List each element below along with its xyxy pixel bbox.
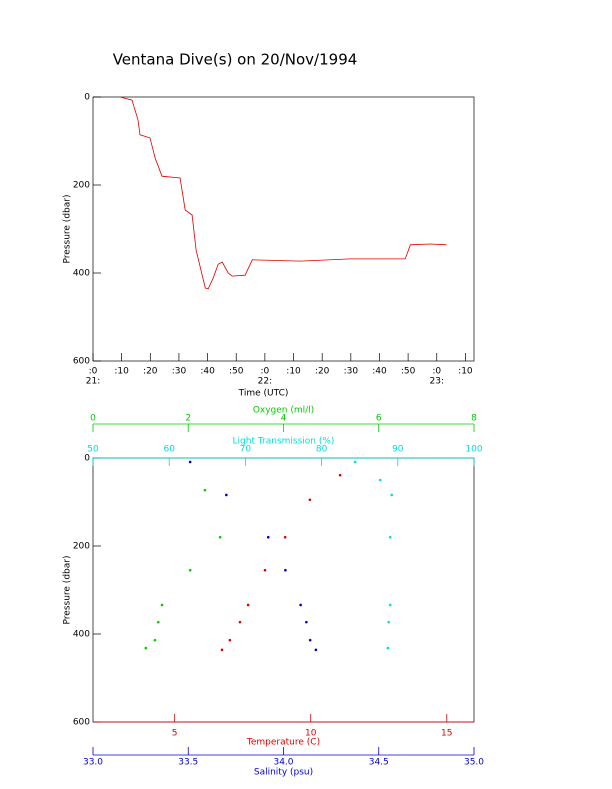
y-tick-label: 400 xyxy=(73,269,90,279)
data-point xyxy=(160,603,164,607)
x-tick-label: :50 xyxy=(229,367,244,377)
data-point xyxy=(266,535,270,539)
x-tick-label: :20 xyxy=(315,367,330,377)
data-point xyxy=(263,568,267,572)
x-tick-label: :0 xyxy=(89,367,98,377)
x-tick-label: 33.0 xyxy=(83,758,103,768)
y-tick-label: 0 xyxy=(84,93,90,103)
x-tick-label: :30 xyxy=(172,367,187,377)
data-point xyxy=(314,648,318,652)
x-tick-label: 35.0 xyxy=(464,758,484,768)
data-point xyxy=(225,493,228,497)
x-tick-label: :40 xyxy=(372,367,387,377)
y-tick-label: 400 xyxy=(73,630,90,640)
data-point xyxy=(220,648,224,652)
data-point xyxy=(156,620,160,624)
y-axis-label: Pressure (dbar) xyxy=(63,195,73,264)
x-tick-label: :0 xyxy=(260,367,269,377)
data-point xyxy=(188,460,192,464)
x-tick-label: 70 xyxy=(240,445,252,455)
data-point xyxy=(246,603,250,607)
x-axis-label: Salinity (psu) xyxy=(254,768,313,778)
x-tick-label: 33.5 xyxy=(178,758,198,768)
data-point xyxy=(386,646,390,650)
data-point xyxy=(299,603,302,607)
x-hour-label: 23: xyxy=(430,377,444,387)
x-tick-label: :10 xyxy=(286,367,301,377)
data-point xyxy=(308,498,312,502)
data-point xyxy=(338,473,342,477)
y-tick-label: 200 xyxy=(73,542,90,552)
x-axis-label: Time (UTC) xyxy=(238,389,289,399)
y-axis-label: Pressure (dbar) xyxy=(63,556,73,625)
x-hour-label: 21: xyxy=(86,377,100,387)
data-point xyxy=(144,646,148,650)
x-tick-label: :20 xyxy=(143,367,158,377)
x-hour-label: 22: xyxy=(258,377,272,387)
x-tick-label: 34.5 xyxy=(369,758,389,768)
x-tick-label: 10 xyxy=(305,729,317,739)
y-tick-label: 0 xyxy=(84,454,90,464)
x-tick-label: 4 xyxy=(281,414,287,424)
y-tick-label: 200 xyxy=(73,181,90,191)
data-point xyxy=(388,603,392,607)
x-tick-label: :10 xyxy=(114,367,129,377)
x-tick-label: 90 xyxy=(392,445,404,455)
data-point xyxy=(308,638,312,642)
x-tick-label: 5 xyxy=(172,729,178,739)
x-tick-label: 0 xyxy=(90,414,96,424)
data-point xyxy=(388,535,392,539)
x-tick-label: :10 xyxy=(458,367,473,377)
data-point xyxy=(228,638,232,642)
x-tick-label: :40 xyxy=(200,367,215,377)
y-tick-label: 600 xyxy=(73,357,90,367)
data-point xyxy=(378,478,382,482)
x-tick-label: 80 xyxy=(316,445,328,455)
data-line xyxy=(119,96,447,290)
x-tick-label: :30 xyxy=(344,367,359,377)
x-axis-label: Light Transmission (%) xyxy=(233,437,335,447)
x-tick-label: 15 xyxy=(441,729,452,739)
data-point xyxy=(387,620,390,624)
x-tick-label: 6 xyxy=(376,414,382,424)
data-point xyxy=(218,535,222,539)
data-point xyxy=(305,620,308,624)
x-tick-label: 8 xyxy=(471,414,477,424)
x-tick-label: :50 xyxy=(401,367,416,377)
data-point xyxy=(283,535,287,539)
x-axis-label: Oxygen (ml/l) xyxy=(253,406,314,416)
data-point xyxy=(353,460,357,464)
x-tick-label: 50 xyxy=(87,445,99,455)
data-point xyxy=(238,620,242,624)
plot-frame xyxy=(92,96,475,362)
data-point xyxy=(188,568,192,572)
data-point xyxy=(203,488,207,492)
chart-title: Ventana Dive(s) on 20/Nov/1994 xyxy=(113,51,358,69)
x-axis-label: Temperature (C) xyxy=(246,738,320,748)
data-point xyxy=(153,638,157,642)
x-tick-label: 34.0 xyxy=(273,758,293,768)
x-tick-label: 2 xyxy=(185,414,191,424)
x-tick-label: 100 xyxy=(465,445,482,455)
x-tick-label: :0 xyxy=(432,367,441,377)
data-point xyxy=(284,568,287,572)
data-point xyxy=(390,493,394,497)
x-tick-label: 60 xyxy=(163,445,175,455)
y-tick-label: 600 xyxy=(73,718,90,728)
